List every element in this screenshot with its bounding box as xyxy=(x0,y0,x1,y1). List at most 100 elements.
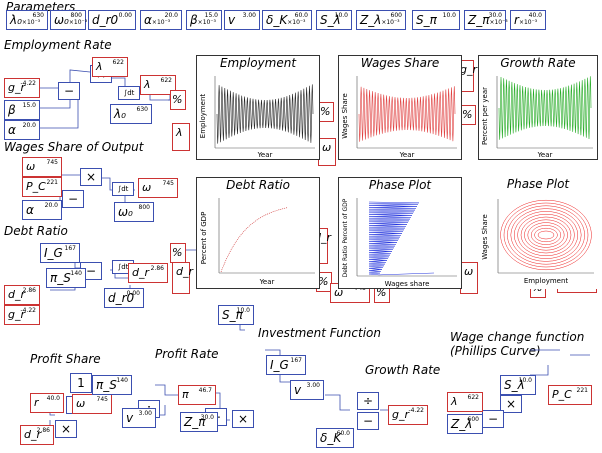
param-5[interactable]: v 3.00 xyxy=(224,10,260,30)
param-scale: ×10⁻³ xyxy=(197,19,216,26)
param-symbol: δ_K xyxy=(266,13,288,27)
param-symbol: S_λ xyxy=(320,13,341,27)
integrator-wages[interactable]: ∫dt xyxy=(112,182,134,196)
phase-plot-wages-employment[interactable]: Phase Plot Employment Wages Share xyxy=(478,177,598,289)
growth-xlabel: Year xyxy=(537,151,553,159)
omega-node-vertical-phase[interactable]: ω xyxy=(460,262,478,294)
param-1[interactable]: ω₀×10⁻³ 800 xyxy=(50,10,88,30)
percent-node-employment[interactable]: % xyxy=(170,90,186,110)
param-value: 10.0 xyxy=(334,12,348,19)
growth-ylabel: Percent per year xyxy=(481,87,489,145)
pc-node-phillips[interactable]: P_C 221 xyxy=(548,385,592,405)
lambda-node-vertical[interactable]: λ xyxy=(172,123,190,151)
param-value: 800 xyxy=(70,12,82,19)
v-node-growth[interactable]: v 3.00 xyxy=(290,380,324,400)
param-10[interactable]: Z_π×10⁻³ 30.0 xyxy=(464,10,508,30)
omega-node-vertical[interactable]: ω xyxy=(318,138,336,166)
lambda-node-phillips[interactable]: λ 622 xyxy=(447,392,483,412)
beta-node[interactable]: β 15.0 xyxy=(4,100,40,120)
profit-share-title: Profit Share xyxy=(30,352,101,366)
divide-op-growth[interactable]: ÷ xyxy=(357,392,379,410)
param-value: 630 xyxy=(32,12,44,19)
wages-plot[interactable]: Wages Share Year Wages Share xyxy=(338,55,462,160)
growth-plot[interactable]: Growth Rate Year Percent per year xyxy=(478,55,598,160)
param-value: 20.0 xyxy=(164,12,178,19)
param-value: 0.00 xyxy=(118,12,132,19)
growth-rate-title: Growth Rate xyxy=(365,363,441,377)
v-node-profit[interactable]: v 3.00 xyxy=(122,408,156,428)
param-8[interactable]: Z_λ×10⁻³ 600 xyxy=(356,10,406,30)
phase2-ring xyxy=(503,202,589,268)
param-2[interactable]: d_r0 0.00 xyxy=(88,10,136,30)
param-4[interactable]: β×10⁻³ 15.0 xyxy=(186,10,222,30)
param-3[interactable]: α×10⁻³ 20.0 xyxy=(140,10,182,30)
debt-plot[interactable]: Debt Ratio Year Percent of GDP xyxy=(196,177,320,289)
wages-plot-title: Wages Share xyxy=(360,56,440,70)
ig-node-debt[interactable]: I_G 167 xyxy=(40,243,80,263)
multiply-op-wage-change[interactable]: × xyxy=(500,395,522,413)
r-node-profit[interactable]: r 40.0 xyxy=(30,393,64,413)
param-6[interactable]: δ_K×10⁻³ 60.0 xyxy=(262,10,312,30)
employment-plot-title: Employment xyxy=(219,56,297,70)
integrator-employment[interactable]: ∫dt xyxy=(118,86,140,100)
percent-node-growth[interactable]: % xyxy=(460,105,476,125)
lambda0-node[interactable]: λ₀ 630 xyxy=(110,104,152,124)
dr-node-output[interactable]: d_r 2.86 xyxy=(128,263,168,283)
minus-op-employment[interactable]: − xyxy=(58,82,80,100)
investment-function-title: Investment Function xyxy=(258,326,381,340)
minus-op-growth[interactable]: − xyxy=(357,412,379,430)
alpha-node-wages[interactable]: α 20.0 xyxy=(22,200,62,220)
pis-node-profit[interactable]: π_S 140 xyxy=(92,375,132,395)
dr-node-profit[interactable]: d_r 2.86 xyxy=(20,425,54,445)
wage-change-title: Wage change function xyxy=(450,330,585,344)
gr-node-debt[interactable]: g_r -4.22 xyxy=(4,305,40,325)
phase1-ylabel: Debt Ratio Percent of GDP xyxy=(342,198,349,277)
employment-plot[interactable]: Employment Year Employment xyxy=(196,55,320,160)
dr-node-left[interactable]: d_r 2.86 xyxy=(4,285,40,305)
multiply-op-wages[interactable]: × xyxy=(80,168,102,186)
wages-xlabel: Year xyxy=(399,151,415,159)
spi-node[interactable]: S_π 10.0 xyxy=(218,305,254,325)
alpha-node-employment[interactable]: α 20.0 xyxy=(4,120,40,140)
phase1-title: Phase Plot xyxy=(368,178,432,192)
percent-node-debt[interactable]: % xyxy=(170,243,186,263)
deltak-node-growth[interactable]: δ_K 60.0 xyxy=(316,428,354,448)
multiply-op-investment[interactable]: × xyxy=(232,410,254,428)
dr-node-vertical-debt[interactable]: d_r xyxy=(172,262,193,294)
pi-node[interactable]: π 46.7 xyxy=(178,385,216,405)
phase-plot-debt-wages[interactable]: Phase Plot Wages share Debt Ratio Percen… xyxy=(338,177,462,289)
param-symbol: β xyxy=(190,13,198,27)
phase2-ring xyxy=(524,219,568,251)
pc-node[interactable]: P_C 221 xyxy=(22,177,62,197)
phase2-ring xyxy=(537,230,555,240)
param-scale: ×10⁻³ xyxy=(68,19,88,26)
one-node[interactable]: 1 xyxy=(70,373,92,393)
param-0[interactable]: λ₀×10⁻³ 630 xyxy=(6,10,48,30)
param-9[interactable]: S_π 10.0 xyxy=(412,10,460,30)
gr-node-growth[interactable]: g_r -4.22 xyxy=(388,405,428,425)
slambda-node[interactable]: S_λ 10.0 xyxy=(500,375,536,395)
pis-node-debt[interactable]: π_S 140 xyxy=(46,268,86,288)
zpi-node[interactable]: Z_π 30.0 xyxy=(180,412,218,432)
omega-node-output[interactable]: ω 745 xyxy=(138,178,178,198)
ig-node-investment[interactable]: I_G 167 xyxy=(266,355,306,375)
param-scale: ×10⁻³ xyxy=(381,19,400,26)
param-7[interactable]: S_λ 10.0 xyxy=(316,10,352,30)
minus-op-wage-change[interactable]: − xyxy=(482,410,504,428)
omega0-node[interactable]: ω₀ 800 xyxy=(114,202,154,222)
lambda-node-output[interactable]: λ 622 xyxy=(140,75,176,95)
omega-node-top[interactable]: ω 745 xyxy=(22,157,62,177)
omega-node-profit[interactable]: ω 745 xyxy=(72,394,112,414)
param-value: 60.0 xyxy=(294,12,308,19)
gr-node-employment[interactable]: g_r -4.22 xyxy=(4,78,40,98)
percent-node-wages[interactable]: % xyxy=(318,102,334,122)
multiply-op-profit-share[interactable]: × xyxy=(55,420,77,438)
param-value: 600 xyxy=(390,12,402,19)
param-scale: ×10⁻³ xyxy=(21,19,41,26)
zlambda-node[interactable]: Z_λ 600 xyxy=(447,414,483,434)
dr0-node[interactable]: d_r0 0.00 xyxy=(104,288,144,308)
minus-op-wages[interactable]: − xyxy=(62,190,84,208)
param-11[interactable]: r×10⁻³ 40.0 xyxy=(510,10,546,30)
lambda-node-top[interactable]: λ 622 xyxy=(92,57,128,77)
phase2-ring xyxy=(510,208,582,262)
